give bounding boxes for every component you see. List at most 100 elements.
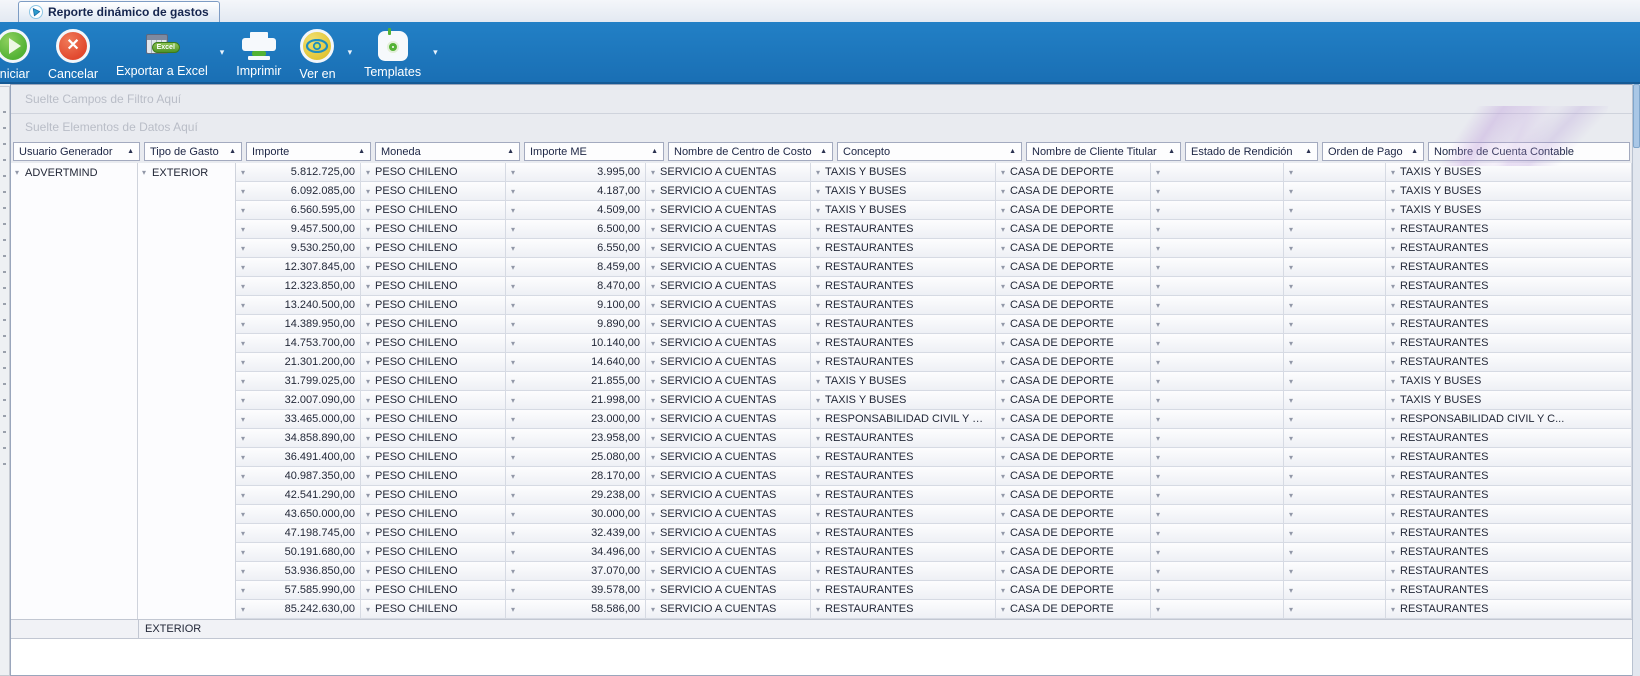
cell-cliente[interactable]: ▾ CASA DE DEPORTE: [996, 372, 1151, 391]
cell-orden[interactable]: ▾: [1284, 372, 1386, 391]
cell-importe[interactable]: ▾ 57.585.990,00: [236, 581, 361, 600]
tab-reporte-dinamico[interactable]: Reporte dinámico de gastos: [18, 1, 220, 22]
cell-moneda[interactable]: ▾ PESO CHILENO: [361, 505, 506, 524]
cell-importe[interactable]: ▾ 9.457.500,00: [236, 220, 361, 239]
column-header-tipo[interactable]: Tipo de Gasto ▲: [142, 142, 244, 161]
cell-orden[interactable]: ▾: [1284, 543, 1386, 562]
cell-cliente[interactable]: ▾ CASA DE DEPORTE: [996, 296, 1151, 315]
cell-orden[interactable]: ▾: [1284, 334, 1386, 353]
cell-cuenta[interactable]: ▾ RESTAURANTES: [1386, 334, 1632, 353]
cell-orden[interactable]: ▾: [1284, 163, 1386, 182]
cell-estado[interactable]: ▾: [1151, 296, 1284, 315]
cell-cuenta[interactable]: ▾ RESTAURANTES: [1386, 467, 1632, 486]
cell-concepto[interactable]: ▾ RESTAURANTES: [811, 296, 996, 315]
cell-moneda[interactable]: ▾ PESO CHILENO: [361, 600, 506, 619]
group-cell-usuario[interactable]: ▾ ADVERTMIND: [15, 166, 98, 179]
cell-orden[interactable]: ▾: [1284, 315, 1386, 334]
cell-centro[interactable]: ▾ SERVICIO A CUENTAS: [646, 220, 811, 239]
cell-cliente[interactable]: ▾ CASA DE DEPORTE: [996, 600, 1151, 619]
cell-cliente[interactable]: ▾ CASA DE DEPORTE: [996, 486, 1151, 505]
cell-centro[interactable]: ▾ SERVICIO A CUENTAS: [646, 581, 811, 600]
cell-cuenta[interactable]: ▾ RESTAURANTES: [1386, 600, 1632, 619]
cancelar-button[interactable]: ✕ Cancelar: [39, 27, 107, 83]
cell-centro[interactable]: ▾ SERVICIO A CUENTAS: [646, 391, 811, 410]
cell-estado[interactable]: ▾: [1151, 505, 1284, 524]
cell-cliente[interactable]: ▾ CASA DE DEPORTE: [996, 220, 1151, 239]
cell-concepto[interactable]: ▾ TAXIS Y BUSES: [811, 201, 996, 220]
cell-orden[interactable]: ▾: [1284, 486, 1386, 505]
templates-button[interactable]: Templates: [355, 27, 430, 81]
cell-cliente[interactable]: ▾ CASA DE DEPORTE: [996, 505, 1151, 524]
cell-orden[interactable]: ▾: [1284, 524, 1386, 543]
cell-importe_me[interactable]: ▾ 23.000,00: [506, 410, 646, 429]
cell-moneda[interactable]: ▾ PESO CHILENO: [361, 467, 506, 486]
cell-concepto[interactable]: ▾ RESTAURANTES: [811, 562, 996, 581]
cell-importe_me[interactable]: ▾ 23.958,00: [506, 429, 646, 448]
cell-centro[interactable]: ▾ SERVICIO A CUENTAS: [646, 315, 811, 334]
cell-cuenta[interactable]: ▾ TAXIS Y BUSES: [1386, 372, 1632, 391]
cell-importe[interactable]: ▾ 5.812.725,00: [236, 163, 361, 182]
cell-estado[interactable]: ▾: [1151, 391, 1284, 410]
cell-centro[interactable]: ▾ SERVICIO A CUENTAS: [646, 562, 811, 581]
cell-importe_me[interactable]: ▾ 30.000,00: [506, 505, 646, 524]
cell-orden[interactable]: ▾: [1284, 353, 1386, 372]
cell-cliente[interactable]: ▾ CASA DE DEPORTE: [996, 562, 1151, 581]
cell-orden[interactable]: ▾: [1284, 581, 1386, 600]
imprimir-button[interactable]: Imprimir: [227, 27, 290, 80]
cell-orden[interactable]: ▾: [1284, 448, 1386, 467]
cell-concepto[interactable]: ▾ RESTAURANTES: [811, 581, 996, 600]
cell-importe_me[interactable]: ▾ 32.439,00: [506, 524, 646, 543]
cell-cliente[interactable]: ▾ CASA DE DEPORTE: [996, 524, 1151, 543]
cell-centro[interactable]: ▾ SERVICIO A CUENTAS: [646, 600, 811, 619]
cell-cuenta[interactable]: ▾ RESTAURANTES: [1386, 448, 1632, 467]
cell-concepto[interactable]: ▾ RESTAURANTES: [811, 258, 996, 277]
cell-cuenta[interactable]: ▾ TAXIS Y BUSES: [1386, 201, 1632, 220]
column-header-importe[interactable]: Importe ▲: [244, 142, 373, 161]
cell-concepto[interactable]: ▾ RESTAURANTES: [811, 448, 996, 467]
cell-cuenta[interactable]: ▾ RESTAURANTES: [1386, 562, 1632, 581]
cell-concepto[interactable]: ▾ RESTAURANTES: [811, 524, 996, 543]
cell-importe[interactable]: ▾ 50.191.680,00: [236, 543, 361, 562]
cell-moneda[interactable]: ▾ PESO CHILENO: [361, 277, 506, 296]
cell-importe[interactable]: ▾ 33.465.000,00: [236, 410, 361, 429]
cell-estado[interactable]: ▾: [1151, 372, 1284, 391]
cell-importe_me[interactable]: ▾ 39.578,00: [506, 581, 646, 600]
cell-moneda[interactable]: ▾ PESO CHILENO: [361, 296, 506, 315]
group-cell-tipo-gasto[interactable]: ▾ EXTERIOR: [142, 166, 209, 179]
cell-cliente[interactable]: ▾ CASA DE DEPORTE: [996, 239, 1151, 258]
cell-concepto[interactable]: ▾ RESTAURANTES: [811, 353, 996, 372]
cell-cuenta[interactable]: ▾ RESTAURANTES: [1386, 505, 1632, 524]
cell-cuenta[interactable]: ▾ TAXIS Y BUSES: [1386, 391, 1632, 410]
iniciar-button[interactable]: Iniciar: [0, 27, 39, 83]
cell-importe[interactable]: ▾ 36.491.400,00: [236, 448, 361, 467]
cell-orden[interactable]: ▾: [1284, 296, 1386, 315]
cell-centro[interactable]: ▾ SERVICIO A CUENTAS: [646, 429, 811, 448]
cell-cliente[interactable]: ▾ CASA DE DEPORTE: [996, 258, 1151, 277]
cell-concepto[interactable]: ▾ RESTAURANTES: [811, 543, 996, 562]
cell-cuenta[interactable]: ▾ RESTAURANTES: [1386, 353, 1632, 372]
cell-importe_me[interactable]: ▾ 34.496,00: [506, 543, 646, 562]
cell-importe[interactable]: ▾ 40.987.350,00: [236, 467, 361, 486]
cell-orden[interactable]: ▾: [1284, 562, 1386, 581]
cell-orden[interactable]: ▾: [1284, 201, 1386, 220]
cell-concepto[interactable]: ▾ TAXIS Y BUSES: [811, 182, 996, 201]
cell-cuenta[interactable]: ▾ RESTAURANTES: [1386, 220, 1632, 239]
cell-centro[interactable]: ▾ SERVICIO A CUENTAS: [646, 201, 811, 220]
cell-importe_me[interactable]: ▾ 14.640,00: [506, 353, 646, 372]
cell-importe_me[interactable]: ▾ 6.550,00: [506, 239, 646, 258]
cell-estado[interactable]: ▾: [1151, 334, 1284, 353]
cell-importe_me[interactable]: ▾ 37.070,00: [506, 562, 646, 581]
cell-cliente[interactable]: ▾ CASA DE DEPORTE: [996, 581, 1151, 600]
cell-cliente[interactable]: ▾ CASA DE DEPORTE: [996, 410, 1151, 429]
cell-cuenta[interactable]: ▾ RESTAURANTES: [1386, 429, 1632, 448]
cell-orden[interactable]: ▾: [1284, 277, 1386, 296]
cell-importe_me[interactable]: ▾ 9.890,00: [506, 315, 646, 334]
cell-cuenta[interactable]: ▾ RESPONSABILIDAD CIVIL Y C...: [1386, 410, 1632, 429]
cell-concepto[interactable]: ▾ RESTAURANTES: [811, 505, 996, 524]
cell-moneda[interactable]: ▾ PESO CHILENO: [361, 429, 506, 448]
vertical-scrollbar[interactable]: [1632, 84, 1640, 676]
cell-concepto[interactable]: ▾ RESPONSABILIDAD CIVIL Y EX 211: [811, 410, 996, 429]
cell-orden[interactable]: ▾: [1284, 600, 1386, 619]
cell-orden[interactable]: ▾: [1284, 182, 1386, 201]
cell-centro[interactable]: ▾ SERVICIO A CUENTAS: [646, 543, 811, 562]
